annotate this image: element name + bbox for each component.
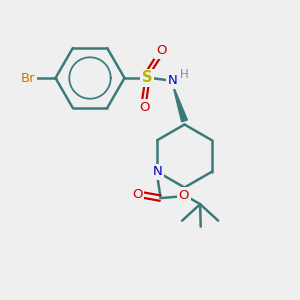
Text: Br: Br xyxy=(20,71,35,85)
Text: O: O xyxy=(139,100,149,114)
Text: N: N xyxy=(152,165,162,178)
Text: N: N xyxy=(168,74,177,87)
Text: H: H xyxy=(179,68,188,82)
Text: O: O xyxy=(132,188,142,201)
Text: O: O xyxy=(178,189,189,202)
Polygon shape xyxy=(172,84,188,122)
Text: O: O xyxy=(156,44,167,57)
Text: S: S xyxy=(142,70,152,86)
